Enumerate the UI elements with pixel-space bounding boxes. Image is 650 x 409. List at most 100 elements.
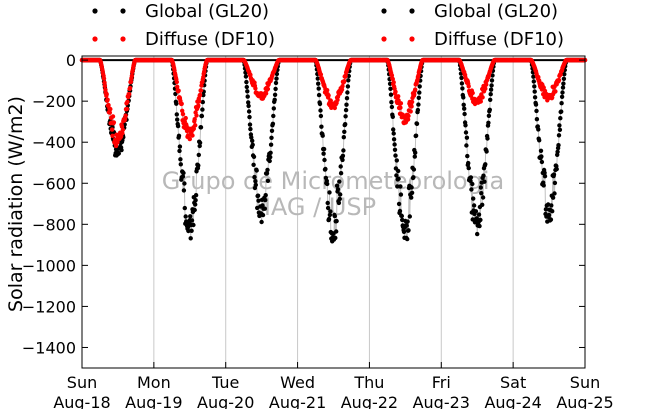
global-gl20-point bbox=[264, 171, 270, 176]
global-gl20-point bbox=[556, 133, 562, 138]
global-gl20-point bbox=[483, 162, 488, 167]
global-gl20-point bbox=[416, 95, 421, 101]
global-gl20-point bbox=[409, 195, 414, 200]
watermark: Grupo de Micrometeorologia IAG / USP bbox=[162, 167, 504, 221]
global-gl20-point bbox=[531, 79, 536, 84]
y-axis-title: Solar radiation (W/m2) bbox=[5, 96, 27, 312]
diffuse-df10-point bbox=[252, 80, 257, 85]
diffuse-df10-point bbox=[413, 87, 418, 92]
global-gl20-point bbox=[325, 181, 330, 187]
global-gl20-point bbox=[316, 92, 322, 98]
legend-marker bbox=[409, 36, 415, 42]
diffuse-df10-point bbox=[127, 85, 133, 91]
global-gl20-point bbox=[273, 86, 278, 92]
global-gl20-point bbox=[539, 159, 545, 165]
diffuse-df10-point bbox=[111, 120, 117, 125]
x-tick-date-label: Aug-21 bbox=[269, 393, 326, 409]
global-gl20-point bbox=[546, 212, 552, 218]
global-gl20-point bbox=[188, 236, 193, 241]
global-gl20-point bbox=[337, 179, 342, 184]
global-gl20-point bbox=[399, 213, 404, 219]
global-gl20-point bbox=[174, 112, 179, 117]
diffuse-df10-point bbox=[398, 101, 404, 106]
global-gl20-point bbox=[414, 121, 420, 127]
global-gl20-point bbox=[345, 90, 350, 95]
global-gl20-point bbox=[337, 196, 342, 202]
global-gl20-point bbox=[315, 76, 320, 81]
global-gl20-point bbox=[193, 193, 199, 198]
global-gl20-point bbox=[243, 74, 249, 79]
global-gl20-point bbox=[269, 128, 275, 133]
diffuse-df10-point bbox=[335, 97, 340, 103]
global-gl20-point bbox=[459, 75, 464, 81]
global-gl20-point bbox=[268, 150, 273, 155]
y-tick-label: −1200 bbox=[22, 297, 76, 316]
global-gl20-point bbox=[541, 183, 546, 188]
diffuse-df10-point bbox=[408, 109, 413, 114]
diffuse-df10-point bbox=[194, 113, 199, 118]
global-gl20-point bbox=[534, 117, 540, 122]
diffuse-df10-point bbox=[187, 136, 192, 142]
global-gl20-point bbox=[343, 107, 349, 113]
diffuse-df10-point bbox=[108, 106, 113, 112]
y-tick-label: −800 bbox=[32, 215, 76, 234]
global-gl20-point bbox=[479, 191, 484, 196]
global-gl20-point bbox=[405, 219, 410, 224]
x-tick-day-label: Sun bbox=[570, 373, 600, 392]
global-gl20-point bbox=[390, 114, 395, 120]
diffuse-df10-point bbox=[105, 97, 110, 102]
diffuse-df10-point bbox=[127, 91, 132, 97]
global-gl20-point bbox=[321, 146, 327, 152]
diffuse-df10-point bbox=[318, 72, 324, 77]
global-gl20-point bbox=[334, 183, 340, 188]
global-gl20-point bbox=[265, 178, 271, 183]
global-gl20-point bbox=[183, 214, 188, 219]
global-gl20-point bbox=[200, 107, 205, 112]
global-gl20-point bbox=[274, 71, 280, 77]
global-gl20-point bbox=[389, 104, 395, 110]
global-gl20-point bbox=[405, 236, 410, 242]
global-gl20-point bbox=[478, 217, 483, 223]
legend-label: Global (GL20) bbox=[145, 1, 269, 22]
global-gl20-point bbox=[248, 126, 253, 132]
diffuse-df10-point bbox=[107, 110, 113, 115]
x-tick-day-label: Tue bbox=[211, 373, 239, 392]
global-gl20-point bbox=[411, 167, 417, 172]
global-gl20-point bbox=[413, 133, 419, 138]
diffuse-df10-point bbox=[398, 105, 403, 110]
global-gl20-point bbox=[393, 153, 398, 158]
global-gl20-point bbox=[316, 86, 321, 91]
global-gl20-point bbox=[334, 218, 339, 224]
global-gl20-point bbox=[263, 193, 268, 198]
diffuse-df10-point bbox=[406, 113, 411, 119]
diffuse-df10-point bbox=[180, 108, 185, 114]
global-gl20-point bbox=[533, 102, 539, 107]
y-tick-label: −1000 bbox=[22, 256, 76, 275]
global-gl20-point bbox=[415, 107, 421, 113]
x-tick-date-label: Aug-22 bbox=[341, 393, 398, 409]
global-gl20-point bbox=[341, 135, 346, 140]
y-tick-label: −200 bbox=[32, 92, 76, 111]
global-gl20-point bbox=[342, 129, 347, 134]
global-gl20-point bbox=[536, 127, 541, 132]
diffuse-df10-point bbox=[466, 84, 471, 89]
plot-frame bbox=[81, 55, 586, 369]
global-gl20-point bbox=[391, 137, 397, 142]
global-gl20-point bbox=[201, 92, 206, 98]
diffuse-df10-point bbox=[197, 92, 203, 98]
diffuse-df10-point bbox=[185, 133, 191, 138]
global-gl20-point bbox=[542, 170, 547, 175]
global-gl20-point bbox=[255, 193, 261, 198]
global-gl20-point bbox=[557, 123, 562, 128]
global-gl20-point bbox=[394, 158, 399, 163]
diffuse-df10-point bbox=[106, 102, 111, 108]
global-gl20-point bbox=[474, 216, 479, 221]
x-tick-date-label: Aug-20 bbox=[197, 393, 254, 409]
global-gl20-point bbox=[486, 120, 491, 126]
global-gl20-point bbox=[272, 97, 277, 103]
diffuse-df10-series bbox=[79, 57, 588, 149]
global-gl20-point bbox=[176, 133, 182, 138]
global-gl20-point bbox=[392, 147, 398, 152]
global-gl20-point bbox=[253, 179, 258, 184]
global-gl20-point bbox=[549, 203, 554, 208]
